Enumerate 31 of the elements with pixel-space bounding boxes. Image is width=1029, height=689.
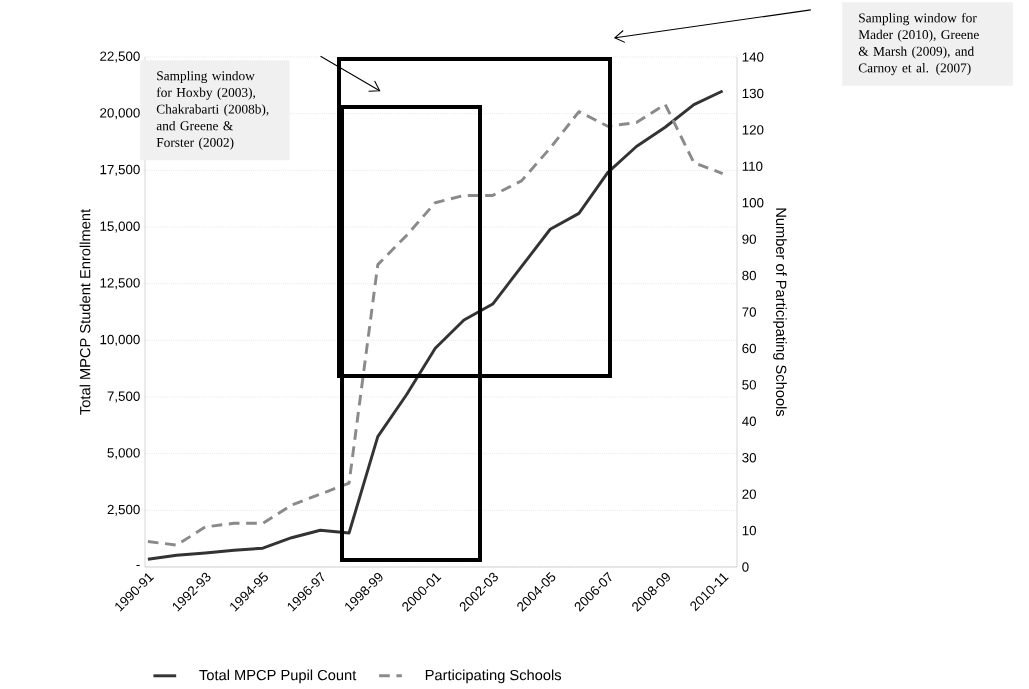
- y-tick-label: 15,000: [100, 221, 140, 233]
- legend-label: Participating Schools: [425, 669, 562, 684]
- y-tick-label: 17,500: [100, 164, 140, 176]
- y2-tick-label: 80: [742, 270, 757, 281]
- y-tick-label: 2,500: [107, 504, 140, 516]
- y-tick-label: 12,500: [100, 278, 140, 290]
- y2-tick-label: 60: [742, 343, 757, 354]
- y2-tick-label: 0: [742, 562, 749, 572]
- y2-tick-label: 50: [742, 380, 757, 390]
- y2-tick-label: 120: [742, 125, 764, 135]
- y2-tick-label: 70: [742, 307, 757, 317]
- y2-axis-title: Number of Participating Schools: [773, 208, 787, 417]
- y2-tick-label: 90: [742, 234, 757, 244]
- y-tick-label: -: [136, 564, 140, 566]
- y2-tick-label: 100: [742, 197, 764, 208]
- y2-tick-label: 10: [742, 525, 757, 536]
- y2-tick-label: 140: [742, 52, 764, 62]
- y-tick-label: 7,500: [107, 391, 140, 403]
- y-tick-label: 10,000: [100, 334, 140, 346]
- y-tick-label: 5,000: [107, 448, 140, 460]
- y-axis-title: Total MPCP Student Enrollment: [79, 209, 91, 415]
- annotation: Sampling window for Hoxby (2003), Chakrabarti (2008b), and Greene & Forster (2002): [156, 70, 269, 150]
- y2-tick-label: 30: [742, 452, 757, 463]
- y2-tick-label: 110: [742, 161, 763, 171]
- y-tick-label: 22,500: [100, 51, 140, 63]
- y2-tick-label: 20: [742, 489, 757, 499]
- y-tick-label: 20,000: [100, 108, 140, 120]
- y2-tick-label: 40: [742, 416, 757, 426]
- y2-tick-label: 130: [742, 88, 764, 99]
- legend-label: Total MPCP Pupil Count: [199, 669, 357, 684]
- text: Sampling window for Mader (2010), Greene & Marsh (2009), and Carnoy et al. (2007): [858, 12, 979, 76]
